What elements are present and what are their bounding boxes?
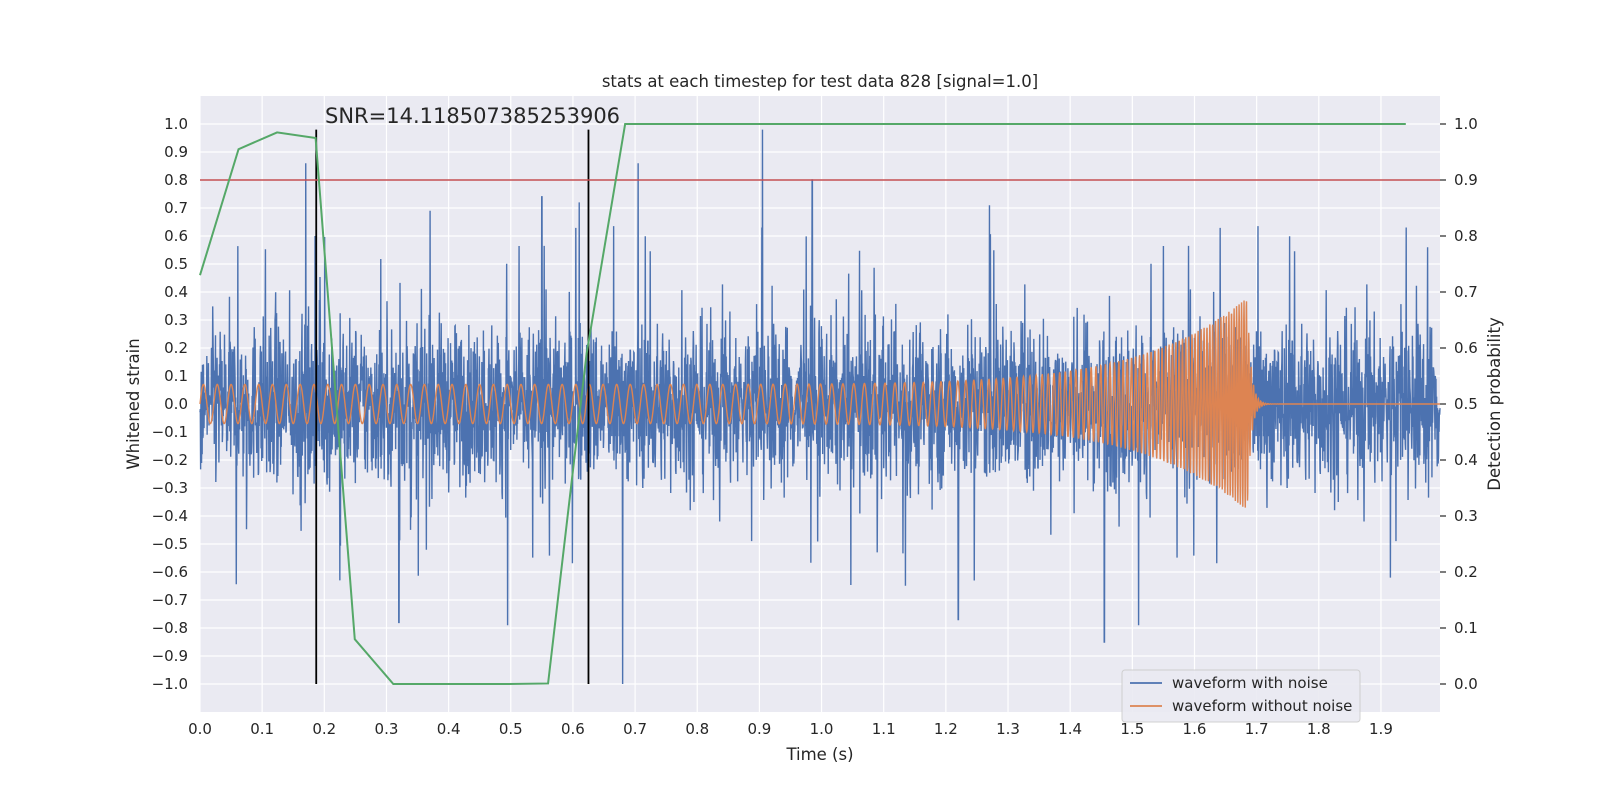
y2-axis-label: Detection probability xyxy=(1485,317,1504,491)
x-tick-label: 1.0 xyxy=(810,720,834,738)
y2-tick-label: 0.7 xyxy=(1454,283,1478,301)
y-tick-label: −1.0 xyxy=(152,675,188,693)
x-tick-label: 1.3 xyxy=(996,720,1020,738)
y-tick-label: −0.7 xyxy=(152,591,188,609)
y-tick-label: −0.5 xyxy=(152,535,188,553)
tick-layer: 0.0 0.1 0.2 0.3 0.4 0.5 0.6 0.7 0.8 0.9 1.0 1.1 1.2 1… xyxy=(152,115,1478,738)
x-tick-label: 0.5 xyxy=(499,720,523,738)
x-tick-label: 0.1 xyxy=(250,720,274,738)
legend-label-noise: waveform with noise xyxy=(1172,674,1328,692)
y-tick-label: −0.6 xyxy=(152,563,188,581)
x-tick-label: 1.6 xyxy=(1183,720,1207,738)
x-tick-label: 0.4 xyxy=(437,720,461,738)
y2-tick-label: 0.9 xyxy=(1454,171,1478,189)
y-tick-label: −0.4 xyxy=(152,507,188,525)
y-tick-label: 0.8 xyxy=(164,171,188,189)
y-tick-label: −0.1 xyxy=(152,423,188,441)
y2-tick-label: 0.6 xyxy=(1454,339,1478,357)
y-tick-label: 0.3 xyxy=(164,311,188,329)
x-tick-label: 1.1 xyxy=(872,720,896,738)
y-tick-label: 0.2 xyxy=(164,339,188,357)
y-tick-label: 0.0 xyxy=(164,395,188,413)
x-tick-label: 1.7 xyxy=(1245,720,1269,738)
x-tick-label: 0.8 xyxy=(685,720,709,738)
y2-tick-label: 0.3 xyxy=(1454,507,1478,525)
chart-title: stats at each timestep for test data 828… xyxy=(602,72,1038,91)
y-tick-label: 0.4 xyxy=(164,283,188,301)
x-tick-label: 1.2 xyxy=(934,720,958,738)
snr-annotation: SNR=14.118507385253906 xyxy=(325,104,620,128)
legend-label-clean: waveform without noise xyxy=(1172,697,1352,715)
legend-box xyxy=(1121,669,1361,723)
x-tick-label: 1.8 xyxy=(1307,720,1331,738)
legend: waveform with noise waveform without noi… xyxy=(1121,669,1361,723)
x-tick-label: 0.6 xyxy=(561,720,585,738)
x-tick-label: 1.5 xyxy=(1120,720,1144,738)
y2-tick-label: 0.0 xyxy=(1454,675,1478,693)
y-tick-label: −0.8 xyxy=(152,619,188,637)
x-tick-label: 0.2 xyxy=(312,720,336,738)
series-layer xyxy=(199,129,1441,685)
y-tick-label: −0.3 xyxy=(152,479,188,497)
x-tick-label: 0.3 xyxy=(375,720,399,738)
y2-tick-label: 0.1 xyxy=(1454,619,1478,637)
x-tick-label: 0.7 xyxy=(623,720,647,738)
y2-tick-label: 0.8 xyxy=(1454,227,1478,245)
y-tick-label: 0.7 xyxy=(164,199,188,217)
y-tick-label: 0.5 xyxy=(164,255,188,273)
y-tick-label: 0.6 xyxy=(164,227,188,245)
waveform-without-noise-line xyxy=(199,300,1440,508)
marker-layer xyxy=(199,123,1440,685)
detection-probability-line xyxy=(199,123,1406,685)
y2-tick-label: 0.2 xyxy=(1454,563,1478,581)
y-tick-label: 0.9 xyxy=(164,143,188,161)
y2-tick-label: 0.5 xyxy=(1454,395,1478,413)
x-axis-label: Time (s) xyxy=(785,745,853,764)
y2-tick-label: 0.4 xyxy=(1454,451,1478,469)
x-tick-label: 0.0 xyxy=(188,720,212,738)
y-tick-label: 0.1 xyxy=(164,367,188,385)
y-tick-label: −0.9 xyxy=(152,647,188,665)
y2-tick-label: 1.0 xyxy=(1454,115,1478,133)
x-tick-label: 0.9 xyxy=(747,720,771,738)
y-tick-label: 1.0 xyxy=(164,115,188,133)
y-tick-label: −0.2 xyxy=(152,451,188,469)
y-axis-label: Whitened strain xyxy=(124,338,143,469)
x-tick-label: 1.4 xyxy=(1058,720,1082,738)
x-tick-label: 1.9 xyxy=(1369,720,1393,738)
